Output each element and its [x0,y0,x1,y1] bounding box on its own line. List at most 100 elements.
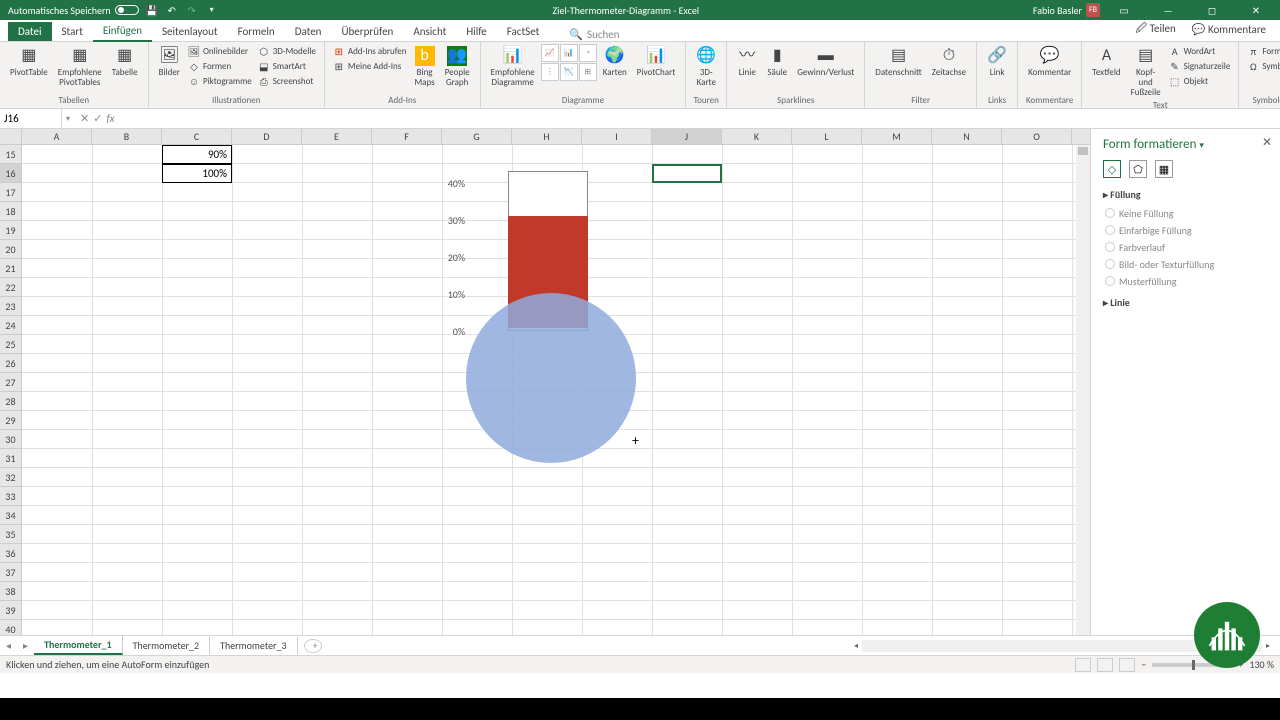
maximize-icon[interactable]: ◻ [1192,0,1232,20]
fill-picture[interactable]: Bild- oder Texturfüllung [1103,256,1268,273]
row-header-33[interactable]: 33 [0,487,21,506]
tab-factset[interactable]: FactSet [497,22,550,41]
worksheet[interactable]: ABCDEFGHIJKLMNO 151617181920212223242526… [0,129,1090,635]
equation-button[interactable]: πFormel [1245,44,1280,58]
online-pictures-button[interactable]: 🖼Onlinebilder [186,44,254,58]
chart-types-grid[interactable]: 📈📊◔ ⋮📉⊞ [541,44,597,81]
sparkline-winloss-button[interactable]: ▬Gewinn/Verlust [793,44,858,80]
row-header-39[interactable]: 39 [0,601,21,620]
tab-formeln[interactable]: Formeln [228,22,285,41]
col-header-D[interactable]: D [232,129,302,144]
tab-ueberpruefen[interactable]: Überprüfen [331,22,403,41]
signature-button[interactable]: ✎Signaturzeile [1167,59,1233,73]
row-header-28[interactable]: 28 [0,392,21,411]
row-header-31[interactable]: 31 [0,449,21,468]
row-header-29[interactable]: 29 [0,411,21,430]
thermometer-bulb[interactable] [466,293,636,463]
tab-file[interactable]: Datei [8,22,52,41]
slicer-button[interactable]: ▤Datenschnitt [871,44,925,80]
3d-map-button[interactable]: 🌐3D-Karte [692,44,720,90]
view-normal-icon[interactable] [1075,658,1091,672]
shapes-button[interactable]: ◇Formen [186,59,254,73]
recommended-charts-button[interactable]: 📊Empfohlene Diagramme [487,44,539,90]
user-avatar[interactable]: FB [1086,3,1100,17]
search-box[interactable]: 🔍 Suchen [569,28,619,41]
col-header-G[interactable]: G [442,129,512,144]
col-header-H[interactable]: H [512,129,582,144]
row-header-37[interactable]: 37 [0,563,21,582]
col-header-J[interactable]: J [652,129,722,144]
sparkline-column-button[interactable]: ▮Säule [763,44,791,80]
cell-C15[interactable]: 90% [162,145,232,164]
select-all-corner[interactable] [0,129,22,145]
col-header-C[interactable]: C [162,129,232,144]
redo-icon[interactable]: ↷ [185,3,199,17]
timeline-button[interactable]: ⏱Zeitachse [928,44,970,80]
hscroll-right-icon[interactable]: ▸ [1262,641,1274,651]
fill-section[interactable]: ▸ Füllung [1103,188,1268,201]
row-header-26[interactable]: 26 [0,354,21,373]
close-icon[interactable]: ✕ [1236,0,1276,20]
hscroll-left-icon[interactable]: ◂ [850,641,862,651]
row-header-35[interactable]: 35 [0,525,21,544]
comment-button[interactable]: 💬Kommentar [1024,44,1075,80]
col-header-A[interactable]: A [22,129,92,144]
sheet-tab-3[interactable]: Thermometer_3 [210,637,298,654]
row-header-23[interactable]: 23 [0,297,21,316]
line-section[interactable]: ▸ Linie [1103,296,1268,309]
maps-button[interactable]: 🌍Karten [599,44,631,80]
symbol-button[interactable]: ΩSymbol [1245,59,1280,73]
icons-button[interactable]: ☺Piktogramme [186,74,254,88]
row-header-34[interactable]: 34 [0,506,21,525]
tab-nav-prev-icon[interactable]: ◂ [0,639,17,652]
size-tab-icon[interactable]: ▦ [1155,160,1173,178]
qat-dropdown-icon[interactable]: ▾ [205,3,219,17]
header-footer-button[interactable]: ▤Kopf- und Fußzeile [1127,44,1165,100]
ribbon-display-icon[interactable]: ▭ [1104,0,1144,20]
row-header-17[interactable]: 17 [0,183,21,202]
col-header-K[interactable]: K [722,129,792,144]
minimize-icon[interactable]: — [1148,0,1188,20]
pictures-button[interactable]: 🖼Bilder [155,44,184,80]
row-header-16[interactable]: 16 [0,164,21,183]
comments-button[interactable]: 💬 Kommentare [1186,21,1272,38]
sheet-tab-1[interactable]: Thermometer_1 [34,636,123,655]
pane-close-icon[interactable]: ✕ [1262,135,1272,150]
bing-maps-button[interactable]: bBing Maps [410,44,438,90]
row-header-38[interactable]: 38 [0,582,21,601]
vertical-scrollbar[interactable]: ▴ [1076,145,1090,635]
screenshot-button[interactable]: ⎙Screenshot [256,74,318,88]
row-header-32[interactable]: 32 [0,468,21,487]
col-header-F[interactable]: F [372,129,442,144]
tab-seitenlayout[interactable]: Seitenlayout [152,22,228,41]
col-header-L[interactable]: L [792,129,862,144]
row-header-20[interactable]: 20 [0,240,21,259]
fill-pattern[interactable]: Musterfüllung [1103,273,1268,290]
zoom-level[interactable]: 130 % [1249,658,1274,671]
cancel-formula-icon[interactable]: ✕ [80,112,89,125]
selected-cell[interactable] [652,164,722,183]
row-header-21[interactable]: 21 [0,259,21,278]
people-graph-button[interactable]: 👥People Graph [441,44,474,90]
undo-icon[interactable]: ↶ [165,3,179,17]
tab-daten[interactable]: Daten [285,22,332,41]
fill-gradient[interactable]: Farbverlauf [1103,239,1268,256]
object-button[interactable]: ⬚Objekt [1167,74,1233,88]
wordart-button[interactable]: AWordArt [1167,44,1233,58]
enter-formula-icon[interactable]: ✓ [93,112,102,125]
row-header-19[interactable]: 19 [0,221,21,240]
row-header-27[interactable]: 27 [0,373,21,392]
3d-models-button[interactable]: ⬡3D-Modelle [256,44,318,58]
textbox-button[interactable]: ATextfeld [1088,44,1124,80]
tab-hilfe[interactable]: Hilfe [456,22,496,41]
add-sheet-button[interactable]: + [304,639,322,653]
cell-C16[interactable]: 100% [162,164,232,183]
row-header-18[interactable]: 18 [0,202,21,221]
tab-einfuegen[interactable]: Einfügen [93,21,152,42]
view-pagelayout-icon[interactable] [1097,658,1113,672]
effects-tab-icon[interactable]: ⬠ [1129,160,1147,178]
name-box[interactable] [0,109,62,128]
pivotchart-button[interactable]: 📊PivotChart [633,44,679,80]
zoom-out-icon[interactable]: − [1141,658,1146,671]
share-button[interactable]: 🖉 Teilen [1129,18,1181,41]
